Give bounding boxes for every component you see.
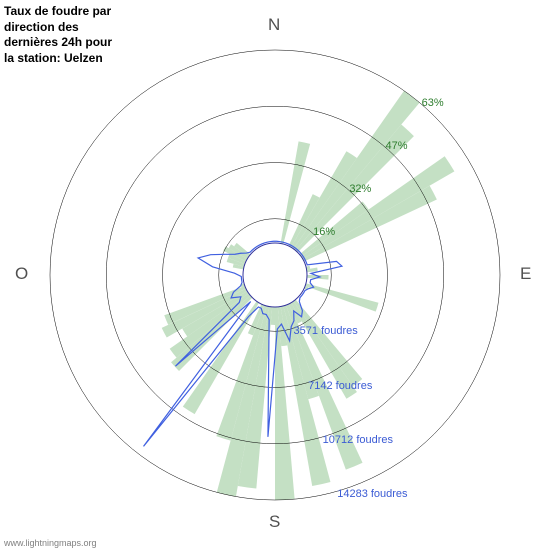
pct-ring-label: 63% [422,97,444,109]
pct-ring-label: 16% [313,226,335,238]
cardinal-w: O [15,264,28,284]
pct-ring-label: 47% [385,140,407,152]
cardinal-e: E [520,264,531,284]
footer-attribution: www.lightningmaps.org [4,538,97,548]
count-ring-label: 10712 foudres [323,434,393,446]
count-ring-label: 7142 foudres [308,380,372,392]
pct-ring-label: 32% [349,183,371,195]
count-ring-label: 3571 foudres [294,325,358,337]
cardinal-s: S [269,512,280,532]
polar-chart [0,0,550,550]
chart-title: Taux de foudre par direction des dernièr… [4,4,114,66]
cardinal-n: N [268,15,280,35]
count-ring-label: 14283 foudres [337,488,407,500]
